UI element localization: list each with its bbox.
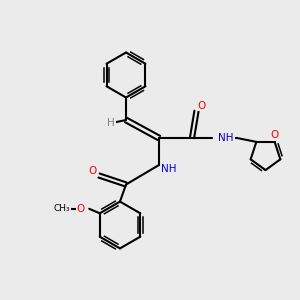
Text: O: O: [271, 130, 279, 140]
Text: H: H: [107, 118, 115, 128]
Text: NH: NH: [161, 164, 177, 174]
Text: O: O: [77, 204, 85, 214]
Text: O: O: [197, 100, 205, 111]
Text: O: O: [89, 166, 97, 176]
Text: CH₃: CH₃: [54, 204, 70, 213]
Text: NH: NH: [218, 133, 234, 143]
